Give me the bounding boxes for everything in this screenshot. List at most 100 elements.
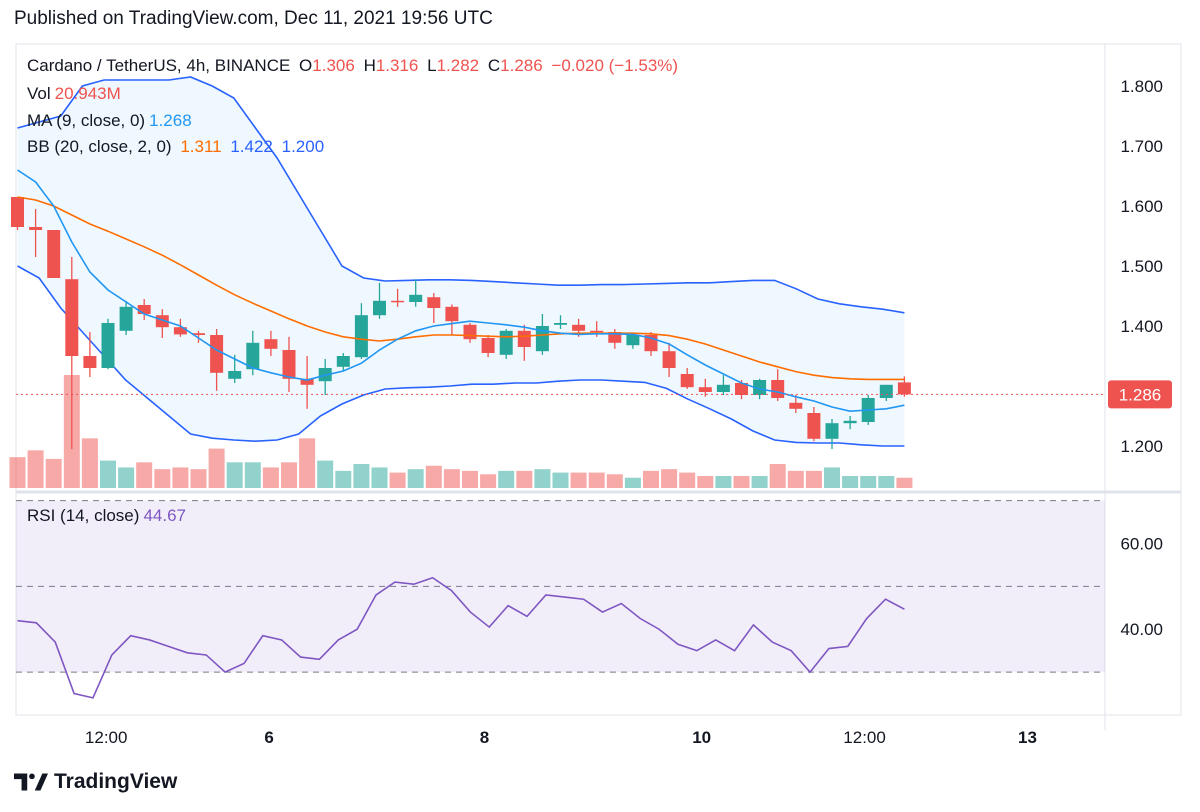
volume-bar — [335, 470, 352, 488]
candle[interactable] — [391, 288, 405, 307]
candle[interactable] — [499, 329, 513, 359]
change-value: −0.020 (−1.53%) — [551, 56, 679, 75]
volume-bar — [805, 470, 822, 488]
volume-bar — [9, 457, 26, 488]
rsi-legend[interactable]: RSI (14, close) 44.67 — [27, 506, 190, 526]
candle[interactable] — [29, 209, 43, 257]
candle[interactable] — [662, 342, 676, 377]
candle[interactable] — [137, 299, 151, 320]
candle[interactable] — [879, 384, 893, 401]
candle[interactable] — [481, 335, 495, 358]
volume-bar — [787, 470, 804, 488]
time-axis[interactable]: 12:00 6 8 10 12:00 13 — [85, 728, 1037, 747]
candle[interactable] — [65, 257, 79, 449]
volume-bar — [353, 464, 370, 488]
candle-body — [698, 387, 712, 392]
volume-bar — [842, 476, 859, 488]
volume-bar — [226, 462, 243, 488]
candle[interactable] — [843, 416, 857, 430]
time-tick-label: 12:00 — [85, 728, 128, 747]
candle[interactable] — [517, 324, 531, 361]
rsi-pane: 60.00 40.00 — [16, 500, 1163, 699]
candle-body — [47, 230, 61, 278]
volume-bar — [299, 438, 316, 488]
low-value: 1.282 — [436, 56, 480, 75]
high-value: 1.316 — [375, 56, 419, 75]
volume-bar — [172, 467, 189, 488]
candle-body — [843, 420, 857, 424]
symbol-legend: Cardano / TetherUS, 4h, BINANCE O1.306 H… — [27, 56, 682, 76]
tradingview-footer[interactable]: TradingView — [14, 770, 177, 794]
rsi-tick-label: 60.00 — [1120, 534, 1163, 553]
volume-bar — [516, 470, 533, 488]
indicator-lines — [16, 169, 1105, 413]
bb-label: BB (20, close, 2, 0) — [27, 137, 172, 156]
volume-bar — [244, 462, 261, 488]
candle[interactable] — [11, 197, 24, 230]
candle[interactable] — [608, 329, 622, 349]
volume-bar — [643, 470, 659, 488]
candle-body — [173, 327, 187, 335]
candle-body — [572, 324, 586, 331]
volume-legend[interactable]: Vol 20.943M — [27, 84, 125, 104]
volume-bar — [45, 458, 62, 488]
close-value: 1.286 — [500, 56, 543, 75]
candle[interactable] — [716, 375, 730, 395]
candle-body — [662, 351, 676, 368]
bollinger-bands — [17, 76, 905, 447]
bb-lower-value: 1.200 — [281, 137, 325, 156]
candle-body — [771, 380, 785, 398]
candle[interactable] — [83, 332, 97, 377]
candle[interactable] — [101, 318, 115, 370]
candle-body — [463, 324, 477, 340]
candle-body — [626, 335, 640, 346]
symbol-name[interactable]: Cardano / TetherUS, 4h, BINANCE — [27, 56, 291, 75]
candle[interactable] — [47, 230, 61, 278]
candle[interactable] — [807, 407, 821, 442]
volume-bar — [462, 470, 478, 488]
candle[interactable] — [210, 329, 224, 391]
low-label: L — [427, 56, 437, 75]
candle[interactable] — [825, 419, 839, 449]
candle[interactable] — [445, 304, 459, 335]
tradingview-logo-icon — [14, 773, 48, 791]
candle[interactable] — [300, 356, 314, 409]
bb-legend[interactable]: BB (20, close, 2, 0) 1.311 1.422 1.200 — [27, 137, 328, 157]
volume-value: 20.943M — [54, 84, 121, 103]
candle[interactable] — [119, 300, 133, 335]
candle[interactable] — [409, 279, 423, 307]
volume-bar — [425, 465, 442, 488]
candle-body — [753, 380, 767, 395]
candle[interactable] — [192, 330, 205, 343]
candle-body — [65, 279, 79, 356]
candle-body — [481, 338, 495, 353]
candle-body — [29, 227, 43, 230]
volume-bars — [9, 375, 913, 488]
volume-bar — [136, 462, 153, 488]
volume-bar — [824, 467, 840, 488]
chart-frame — [15, 43, 1182, 716]
candle[interactable] — [336, 353, 350, 371]
last-price-badge — [1108, 380, 1172, 409]
candle[interactable] — [173, 318, 187, 337]
candle[interactable] — [554, 315, 567, 329]
volume-bar — [443, 469, 460, 488]
time-tick-label: 8 — [480, 728, 489, 747]
candle[interactable] — [282, 336, 296, 392]
candle[interactable] — [789, 395, 803, 413]
candle[interactable] — [680, 368, 694, 389]
candle[interactable] — [626, 335, 640, 349]
candle[interactable] — [354, 303, 368, 359]
open-value: 1.306 — [312, 56, 355, 75]
volume-bar — [860, 476, 877, 488]
candle[interactable] — [373, 282, 386, 319]
candle[interactable] — [427, 293, 441, 323]
candle[interactable] — [698, 378, 712, 397]
rsi-tick-label: 40.00 — [1120, 620, 1163, 639]
volume-bar — [570, 472, 587, 488]
price-axis[interactable]: 1.800 1.700 1.600 1.500 1.400 1.200 1.286 — [1108, 77, 1172, 456]
candle-body — [554, 323, 567, 325]
candle[interactable] — [264, 330, 278, 356]
ma-legend[interactable]: MA (9, close, 0) 1.268 — [27, 111, 196, 131]
